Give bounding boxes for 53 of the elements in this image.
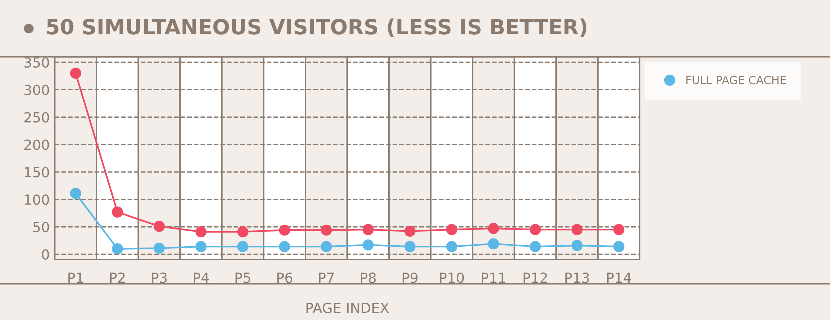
x-tick-label: P9	[402, 272, 418, 284]
point	[362, 224, 374, 236]
y-tick-label: 100	[25, 194, 50, 206]
y-tick-label: 350	[24, 57, 50, 68]
y-tick-label: 200	[24, 140, 50, 150]
x-tick-label: P1	[68, 272, 84, 284]
x-axis-title: PAGE INDEX	[306, 302, 390, 314]
point	[404, 226, 416, 238]
point	[70, 68, 82, 80]
point	[70, 188, 82, 200]
point	[112, 243, 124, 255]
point	[404, 241, 416, 252]
y-tick-label: 150	[25, 167, 50, 178]
x-tick-label: P2	[110, 272, 125, 284]
point	[614, 241, 625, 252]
point	[530, 224, 542, 236]
point	[362, 240, 374, 251]
x-tick-label: P7	[319, 272, 334, 284]
x-tick-label: P4	[194, 272, 210, 284]
point	[446, 224, 458, 236]
y-tick-label: 250	[24, 112, 50, 123]
point	[530, 241, 542, 252]
x-tick-label: P14	[607, 272, 632, 284]
point	[112, 206, 124, 218]
point	[154, 242, 166, 254]
x-tick-label: P8	[361, 272, 376, 284]
point	[154, 220, 166, 232]
point	[446, 241, 458, 252]
point	[196, 226, 207, 238]
point	[488, 223, 500, 234]
legend-label: FULL PAGE CACHE	[686, 76, 786, 84]
chart-title: 50 SIMULTANEOUS VISITORS (LESS IS BETTER)	[47, 18, 587, 38]
y-tick-label: 50	[34, 222, 50, 233]
x-tick-label: P12	[524, 272, 548, 284]
point	[614, 224, 625, 236]
x-tick-label: P13	[566, 272, 590, 284]
y-tick-label: 300	[24, 84, 50, 96]
point	[279, 241, 290, 252]
x-tick-label: P3	[152, 272, 167, 284]
point	[572, 240, 583, 252]
point	[237, 226, 249, 238]
x-tick-label: P5	[236, 272, 250, 284]
x-tick-label: P11	[482, 272, 506, 284]
point	[488, 238, 500, 250]
point	[321, 241, 332, 252]
x-tick-label: P10	[440, 272, 464, 284]
point	[196, 241, 207, 252]
point	[572, 224, 583, 236]
point	[237, 241, 249, 252]
point	[279, 224, 290, 236]
x-tick-label: P6	[278, 272, 293, 284]
point	[321, 224, 332, 236]
y-tick-label: 0	[42, 249, 50, 260]
